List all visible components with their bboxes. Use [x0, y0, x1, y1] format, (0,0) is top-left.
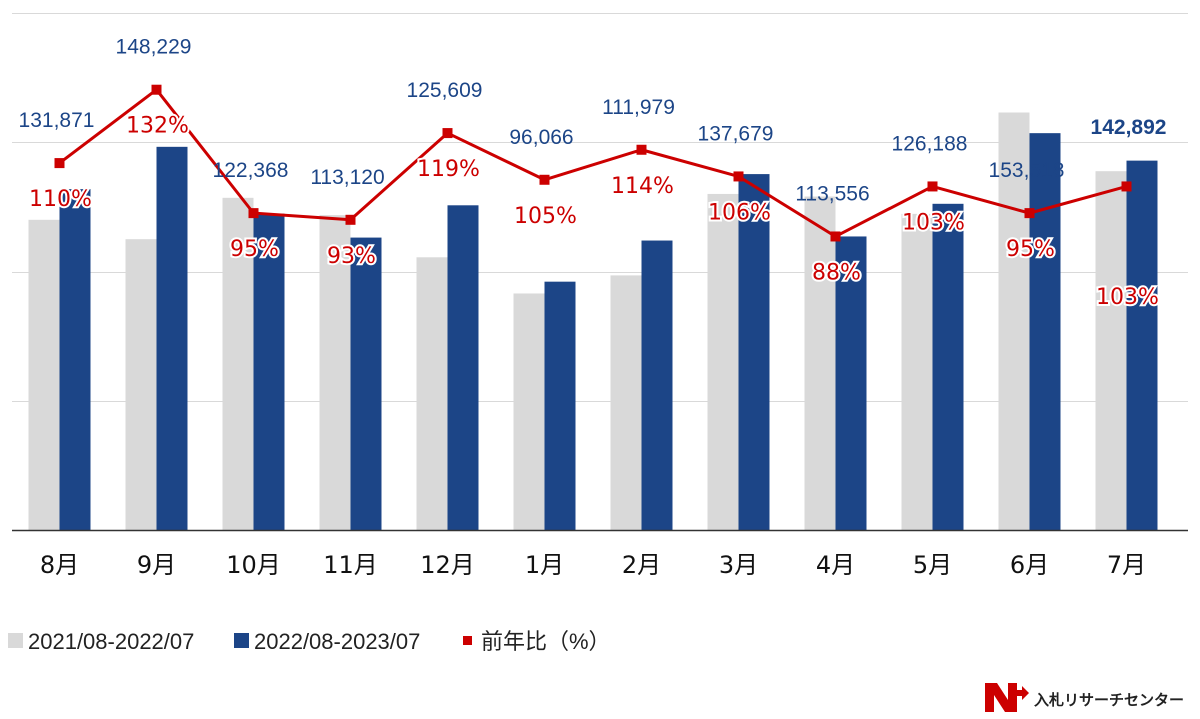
bar-prev-6: [513, 293, 545, 530]
legend-label: 前年比（%）: [481, 629, 611, 654]
x-tick-12: 7月: [1107, 551, 1146, 579]
logo-text: 入札リサーチセンター: [1034, 691, 1184, 709]
x-tick-2: 9月: [137, 551, 176, 579]
bar-curr-6: [544, 281, 576, 530]
x-tick-3: 10月: [226, 551, 281, 579]
logo-n-shape: [985, 683, 1017, 712]
bar-curr-8: [738, 174, 770, 530]
bar-prev-12: [1095, 171, 1127, 530]
legend-swatch: [463, 636, 472, 645]
bar-prev-10: [901, 213, 933, 531]
bar-curr-10: [932, 203, 964, 530]
value-label-5: 125,609: [407, 79, 483, 102]
bar-prev-4: [319, 215, 351, 530]
pct-label-11: 95%: [1006, 237, 1055, 262]
value-label-10: 126,188: [892, 132, 968, 155]
yoy-marker-8: [733, 171, 744, 182]
bar-prev-8: [707, 193, 739, 530]
x-tick-10: 5月: [913, 551, 952, 579]
legend-swatch: [8, 633, 23, 648]
pct-label-10: 103%: [902, 210, 965, 235]
legend-label: 2022/08-2023/07: [254, 629, 420, 654]
pct-label-4: 93%: [327, 244, 376, 269]
pct-label-1: 110%: [29, 187, 92, 212]
yoy-marker-9: [830, 231, 841, 242]
x-tick-8: 3月: [719, 551, 758, 579]
bar-curr-1: [59, 189, 91, 530]
bar-prev-5: [416, 257, 448, 530]
x-tick-1: 8月: [40, 551, 79, 579]
pct-label-12: 103%: [1096, 285, 1159, 310]
bar-prev-3: [222, 197, 254, 530]
gridlines: [12, 13, 1188, 402]
x-tick-11: 6月: [1010, 551, 1049, 579]
yoy-marker-2: [151, 84, 162, 95]
prev-year-bars: [28, 112, 1127, 531]
value-label-12: 142,892: [1091, 116, 1167, 139]
x-tick-7: 2月: [622, 551, 661, 579]
pct-label-9: 88%: [812, 260, 861, 285]
bar-curr-3: [253, 213, 285, 531]
pct-label-5: 119%: [417, 157, 480, 182]
pct-label-6: 105%: [514, 204, 577, 229]
yoy-line-path: [58, 88, 1127, 238]
legend: 2021/08-2022/07 2022/08-2023/07 前年比（%）: [8, 629, 611, 654]
bar-prev-2: [125, 239, 157, 530]
value-label-3: 122,368: [213, 159, 289, 182]
value-label-8: 137,679: [698, 122, 774, 145]
value-labels: 131,871 148,229 122,368 113,120 125,609 96,06…: [19, 36, 1167, 206]
bar-curr-9: [835, 236, 867, 530]
yoy-marker-10: [927, 181, 938, 192]
logo-mark: [985, 683, 1029, 712]
yoy-marker-3: [248, 208, 259, 219]
yoy-marker-11: [1024, 208, 1035, 219]
value-label-9: 113,556: [795, 182, 869, 205]
pct-label-8: 106%: [708, 200, 771, 225]
logo-arrow-shape: [1012, 686, 1029, 700]
bar-prev-7: [610, 275, 642, 530]
yoy-marker-12: [1121, 181, 1132, 192]
legend-swatch: [234, 633, 249, 648]
legend-item-2: 2022/08-2023/07: [234, 629, 420, 654]
yoy-marker-6: [539, 174, 550, 185]
x-tick-4: 11月: [323, 551, 378, 579]
yoy-marker-5: [442, 128, 453, 139]
legend-item-1: 2021/08-2022/07: [8, 629, 194, 654]
bar-curr-5: [447, 205, 479, 531]
x-tick-labels: 8月 9月 10月 11月 12月 1月 2月 3月 4月 5月 6月 7月: [40, 551, 1146, 579]
value-label-7: 111,979: [602, 96, 675, 119]
bar-prev-9: [804, 196, 836, 530]
bar-prev-1: [28, 219, 60, 531]
legend-label: 2021/08-2022/07: [28, 629, 194, 654]
x-tick-9: 4月: [816, 551, 855, 579]
yoy-marker-7: [636, 144, 647, 155]
value-label-11: 153,518: [989, 159, 1065, 182]
x-tick-5: 12月: [420, 551, 475, 579]
current-year-bars: [59, 133, 1158, 531]
bar-curr-7: [641, 240, 673, 530]
bar-prev-11: [998, 112, 1030, 531]
bar-curr-11: [1029, 133, 1061, 530]
value-label-6: 96,066: [509, 126, 573, 149]
pct-label-7: 114%: [611, 174, 674, 199]
bar-curr-2: [156, 146, 188, 530]
logo: 入札リサーチセンター: [985, 683, 1184, 712]
pct-label-2: 132%: [126, 114, 189, 139]
bar-curr-4: [350, 237, 382, 531]
bar-curr-12: [1126, 160, 1158, 530]
yoy-line: [54, 84, 1132, 242]
legend-item-3: 前年比（%）: [463, 629, 611, 654]
yoy-marker-1: [54, 158, 65, 169]
x-tick-6: 1月: [525, 551, 564, 579]
pct-label-3: 95%: [230, 237, 279, 262]
value-label-1: 131,871: [19, 109, 95, 132]
pct-labels: 110% 132% 95% 93% 119% 105% 114% 106% 88% 103% 95%…: [27, 112, 1161, 312]
value-label-4: 113,120: [310, 166, 384, 189]
value-label-2: 148,229: [116, 36, 192, 59]
yoy-marker-4: [345, 214, 356, 225]
